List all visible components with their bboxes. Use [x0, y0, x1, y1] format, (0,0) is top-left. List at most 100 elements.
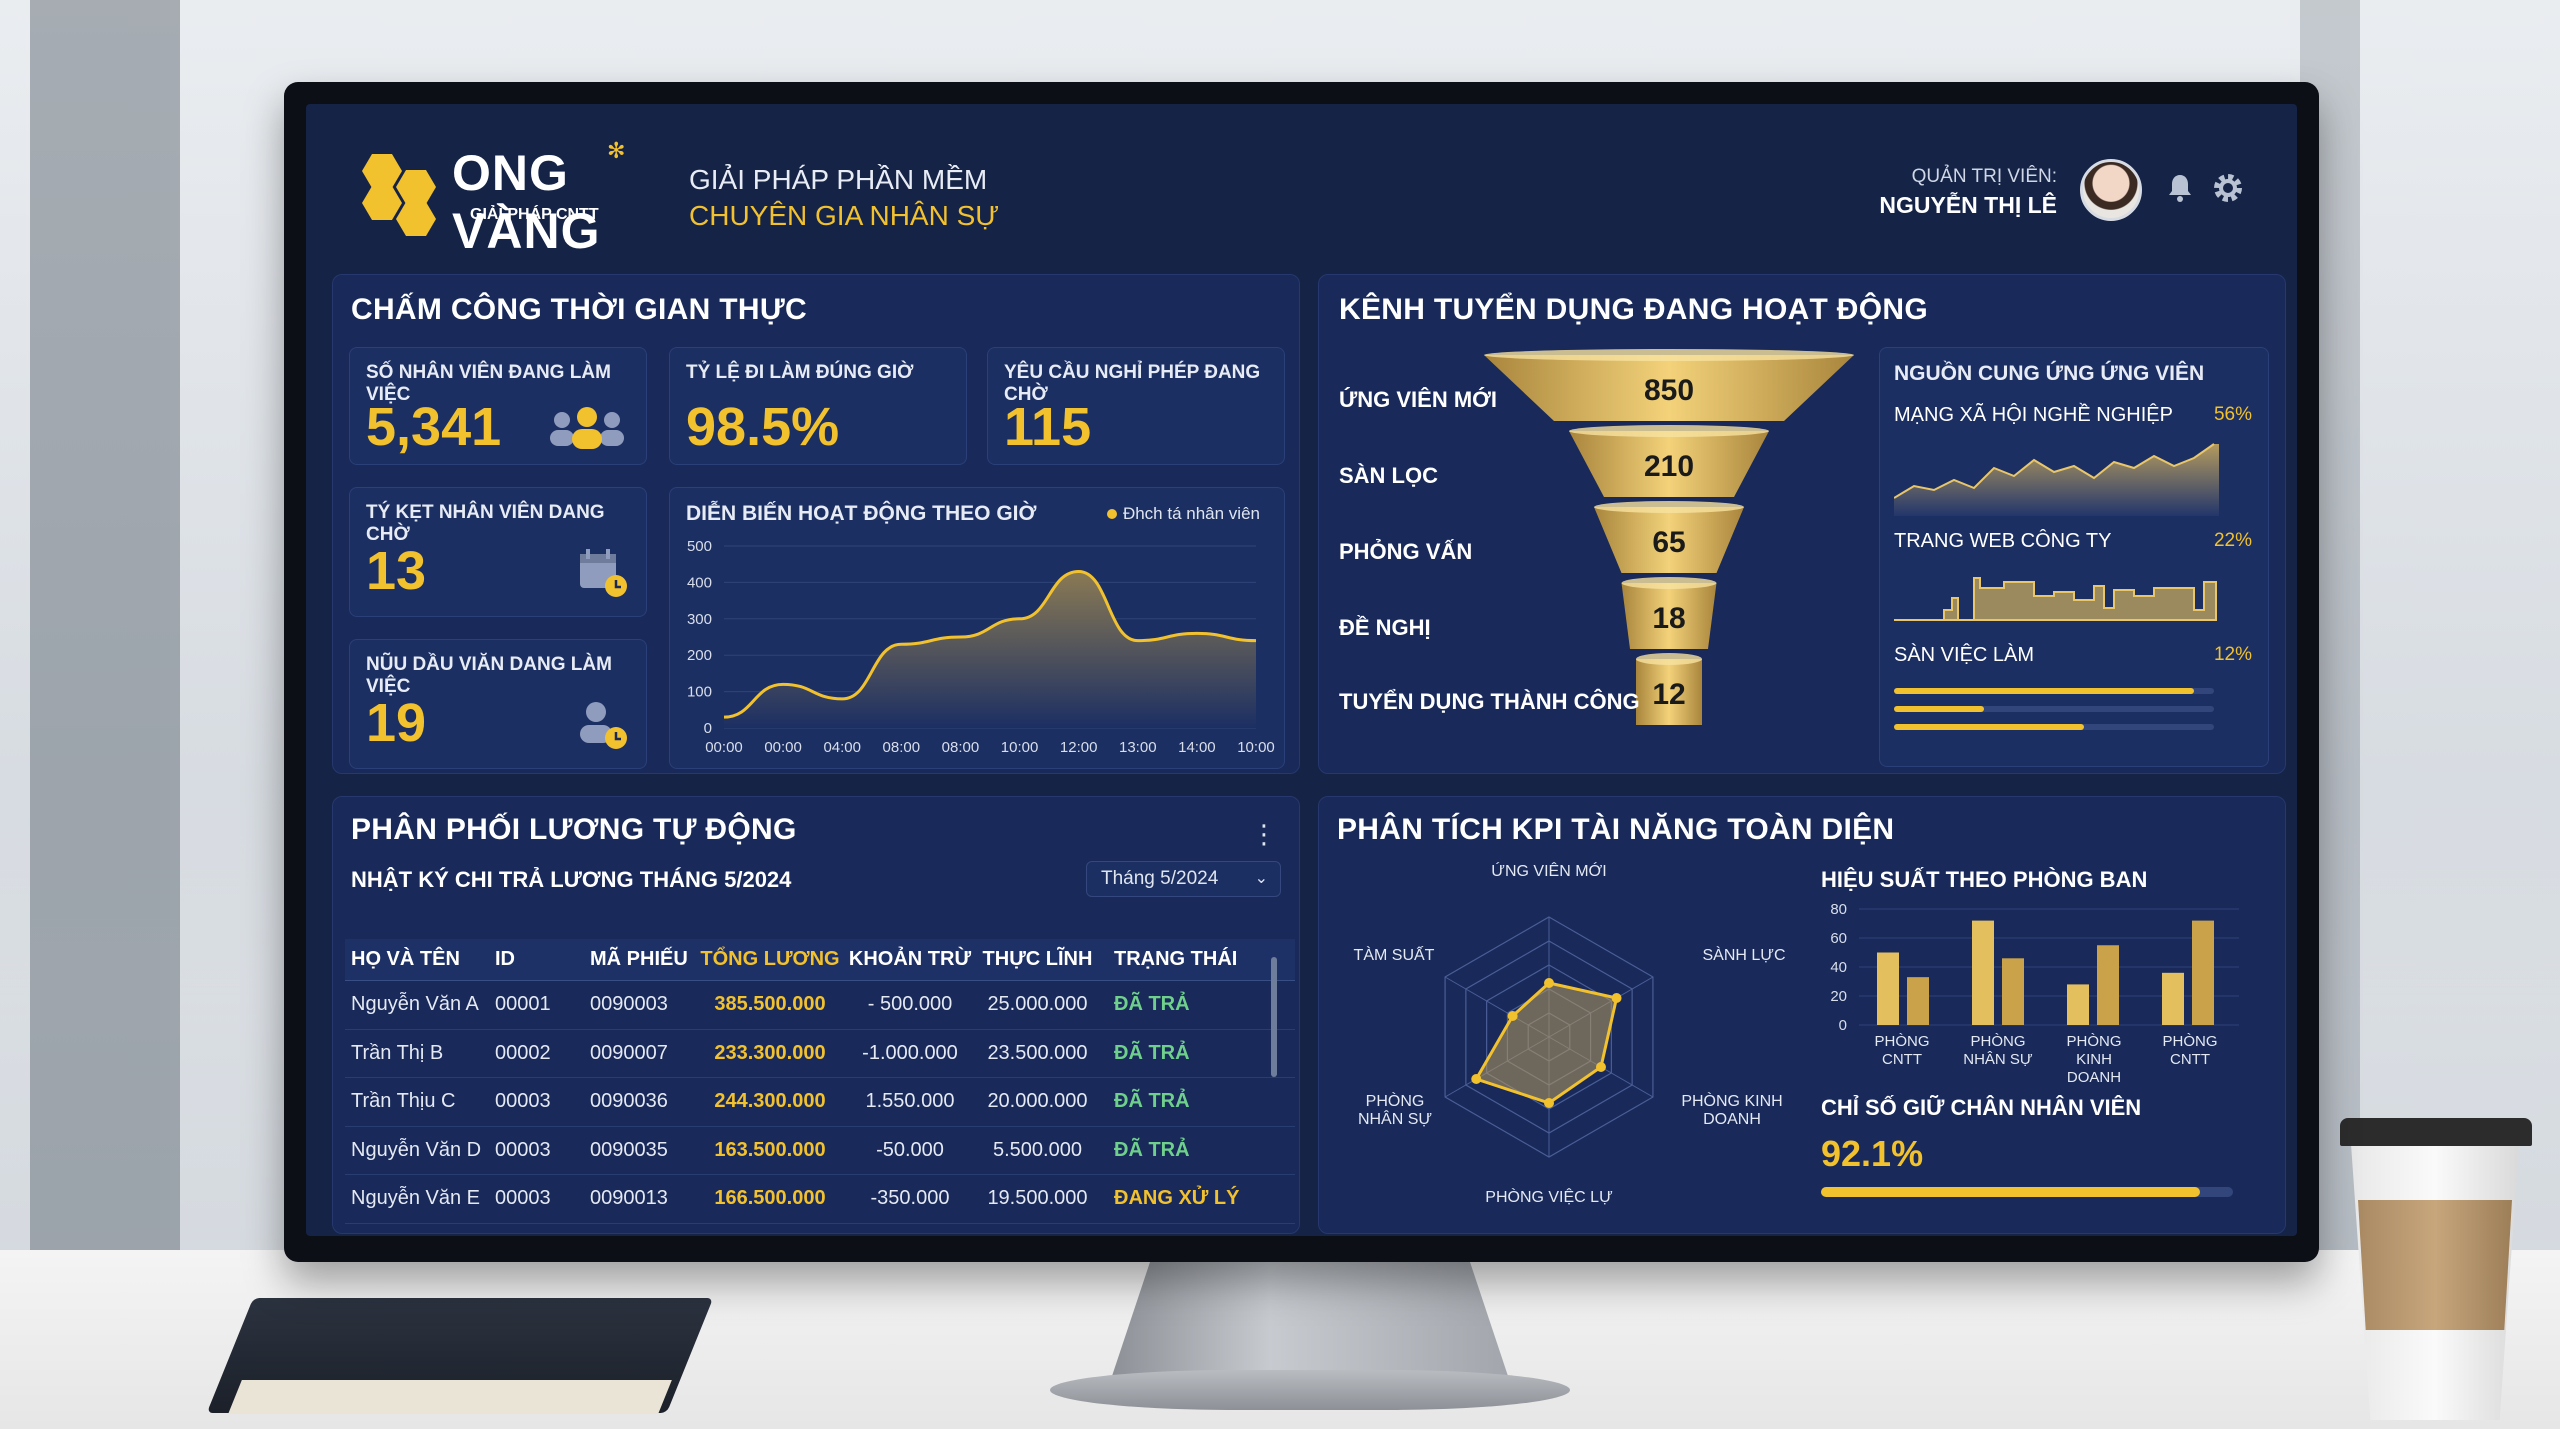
funnel-stage-rim: [1636, 653, 1702, 665]
table-row[interactable]: Trần Thị B 00002 0090007 233.300.000 -1.000.…: [345, 1030, 1295, 1079]
admin-label: QUẢN TRỊ VIÊN:: [1879, 166, 2057, 188]
dept-bar: [2067, 984, 2089, 1025]
y-tick-label: 200: [687, 647, 712, 664]
cell-id: 00001: [495, 993, 590, 1016]
kpi-panel: PHÂN TÍCH KPI TÀI NĂNG TOÀN DIỆN ỨNG VIÊ…: [1318, 796, 2286, 1234]
logo-hex: [362, 154, 402, 188]
cell-net: 5.500.000: [975, 1139, 1100, 1162]
funnel-stage-rim: [1594, 501, 1744, 513]
cell-name: Nguyễn Văn E: [345, 1187, 495, 1210]
table-row[interactable]: Nguyễn Văn A 00001 0090003 385.500.000 - 500…: [345, 981, 1295, 1030]
cell-slip: 0090036: [590, 1090, 695, 1113]
recruitment-title: KÊNH TUYỂN DỤNG ĐANG HOẠT ĐỘNG: [1339, 293, 1928, 327]
dept-bar: [2002, 958, 2024, 1025]
x-tick-label: 00:00: [764, 739, 802, 756]
y-tick-label: 400: [687, 574, 712, 591]
radar-point: [1508, 1011, 1518, 1021]
retention-title: CHỈ SỐ GIỮ CHÂN NHÂN VIÊN: [1821, 1095, 2141, 1121]
col-id[interactable]: ID: [495, 948, 590, 971]
card-working-employees[interactable]: SỐ NHÂN VIÊN ĐANG LÀM VIỆC 5,341: [349, 347, 647, 465]
funnel-stage-rim: [1622, 577, 1717, 589]
card-active-leaders[interactable]: NŨU DẦU VIĂN DANG LÀM VIỆC 19: [349, 639, 647, 769]
x-tick-label: 04:00: [823, 739, 861, 756]
card-pending-employees[interactable]: TÝ KẸT NHÂN VIÊN DANG CHỜ 13: [349, 487, 647, 617]
source-pct-jobboard: 12%: [2214, 644, 2252, 666]
kpi-title: PHÂN TÍCH KPI TÀI NĂNG TOÀN DIỆN: [1337, 813, 1894, 847]
col-status[interactable]: TRẠNG THÁI: [1100, 948, 1245, 971]
dept-title: HIỆU SUẤT THEO PHÒNG BAN: [1821, 867, 2147, 893]
funnel-value: 210: [1644, 450, 1694, 483]
source-pct-website: 22%: [2214, 530, 2252, 552]
col-name[interactable]: HỌ VÀ TÊN: [345, 948, 495, 971]
tagline-line-2: CHUYÊN GIA NHÂN SỰ: [689, 200, 999, 232]
col-total[interactable]: TỔNG LƯƠNG: [695, 948, 845, 971]
table-row[interactable]: Nguyễn Văn E 00003 0090013 166.500.000 -350.…: [345, 1175, 1295, 1224]
radar-series: [1476, 983, 1616, 1103]
jobboard-bar-1: [1894, 688, 2214, 694]
more-menu-icon[interactable]: ⋮: [1251, 819, 1277, 850]
radar-axis-label: TÀM SUẤT: [1349, 947, 1439, 965]
background-pillar: [30, 0, 180, 1250]
radar-point: [1596, 1062, 1606, 1072]
card-value: 19: [366, 692, 426, 754]
month-select-value: Tháng 5/2024: [1101, 868, 1218, 889]
monitor-base: [1050, 1370, 1570, 1410]
radar-point: [1612, 993, 1622, 1003]
avatar[interactable]: [2080, 159, 2142, 221]
table-header: HỌ VÀ TÊN ID MÃ PHIẾU TỔNG LƯƠNG KHOẢN T…: [345, 939, 1295, 981]
dept-bar: [1877, 953, 1899, 1026]
bell-icon[interactable]: [2163, 172, 2197, 206]
cell-status: ĐÃ TRẢ: [1100, 1139, 1245, 1162]
funnel-stage-rim: [1484, 349, 1854, 361]
x-tick-label: 12:00: [1060, 739, 1098, 756]
monitor-stand: [1110, 1262, 1510, 1382]
logo[interactable]: ✻ ONG VÀNG GIẢI PHÁP CNTT: [352, 144, 642, 239]
card-leave-requests[interactable]: YÊU CẦU NGHỈ PHÉP ĐANG CHỜ 115: [987, 347, 1285, 465]
radar-axis-label: PHÒNG NHÂN SỰ: [1355, 1093, 1435, 1129]
month-select[interactable]: Tháng 5/2024 ⌄: [1086, 861, 1281, 897]
x-tick-label: 08:00: [942, 739, 980, 756]
dept-label: PHÒNG CNTT: [1857, 1033, 1947, 1069]
funnel-label-interview: PHỎNG VẤN: [1339, 539, 1472, 565]
y-tick-label: 0: [1839, 1017, 1847, 1034]
cell-net: 23.500.000: [975, 1042, 1100, 1065]
radar-point: [1544, 978, 1554, 988]
y-tick-label: 40: [1830, 959, 1847, 976]
cell-total: 244.300.000: [695, 1090, 845, 1113]
dept-label: PHÒNG NHÂN SỰ: [1953, 1033, 2043, 1069]
col-slip[interactable]: MÃ PHIẾU: [590, 948, 695, 971]
cell-deduction: -1.000.000: [845, 1042, 975, 1065]
gear-icon[interactable]: [2211, 172, 2245, 206]
cell-slip: 0090013: [590, 1187, 695, 1210]
source-website-sparkline: [1894, 560, 2224, 630]
y-tick-label: 500: [687, 538, 712, 555]
funnel-value: 850: [1644, 374, 1694, 407]
cell-id: 00003: [495, 1139, 590, 1162]
calendar-clock-icon: [576, 546, 630, 605]
table-row[interactable]: Trần Thị B000040090023133.300.000400.000…: [345, 1224, 1295, 1235]
cell-net: 25.000.000: [975, 993, 1100, 1016]
dept-label: PHÒNG CNTT: [2145, 1033, 2235, 1069]
retention-bar: [1821, 1187, 2233, 1197]
recruitment-panel: KÊNH TUYỂN DỤNG ĐANG HOẠT ĐỘNG 850 210 65 1…: [1318, 274, 2286, 774]
funnel-label-new: ỨNG VIÊN MỚI: [1339, 387, 1497, 413]
admin-name: NGUYỄN THỊ LÊ: [1879, 192, 2057, 219]
cell-name: Nguyễn Văn A: [345, 993, 495, 1016]
table-row[interactable]: Trần Thịu C 00003 0090036 244.300.000 1.550.…: [345, 1078, 1295, 1127]
col-deduction[interactable]: KHOẢN TRỪ: [845, 948, 975, 971]
activity-line-chart: 500400300200100000:00 00:00 04:00 08:00 08:0…: [670, 532, 1286, 768]
card-value: 98.5%: [686, 396, 839, 458]
card-value: 5,341: [366, 396, 501, 458]
cell-deduction: 1.550.000: [845, 1090, 975, 1113]
cell-status: ĐÃ TRẢ: [1100, 1090, 1245, 1113]
table-scrollbar[interactable]: [1271, 957, 1277, 1077]
dashboard-screen: ✻ ONG VÀNG GIẢI PHÁP CNTT GIẢI PHÁP PHẦN…: [306, 104, 2297, 1236]
dept-bar: [1907, 977, 1929, 1025]
table-row[interactable]: Nguyễn Văn D 00003 0090035 163.500.000 -50.0…: [345, 1127, 1295, 1176]
admin-info: QUẢN TRỊ VIÊN: NGUYỄN THỊ LÊ: [1879, 166, 2057, 219]
funnel-label-offer: ĐỀ NGHỊ: [1339, 615, 1431, 641]
cell-name: Nguyễn Văn D: [345, 1139, 495, 1162]
card-on-time-rate[interactable]: TỶ LỆ ĐI LÀM ĐÚNG GIỜ 98.5%: [669, 347, 967, 465]
col-net[interactable]: THỰC LĨNH: [975, 948, 1100, 971]
cell-slip: 0090035: [590, 1139, 695, 1162]
